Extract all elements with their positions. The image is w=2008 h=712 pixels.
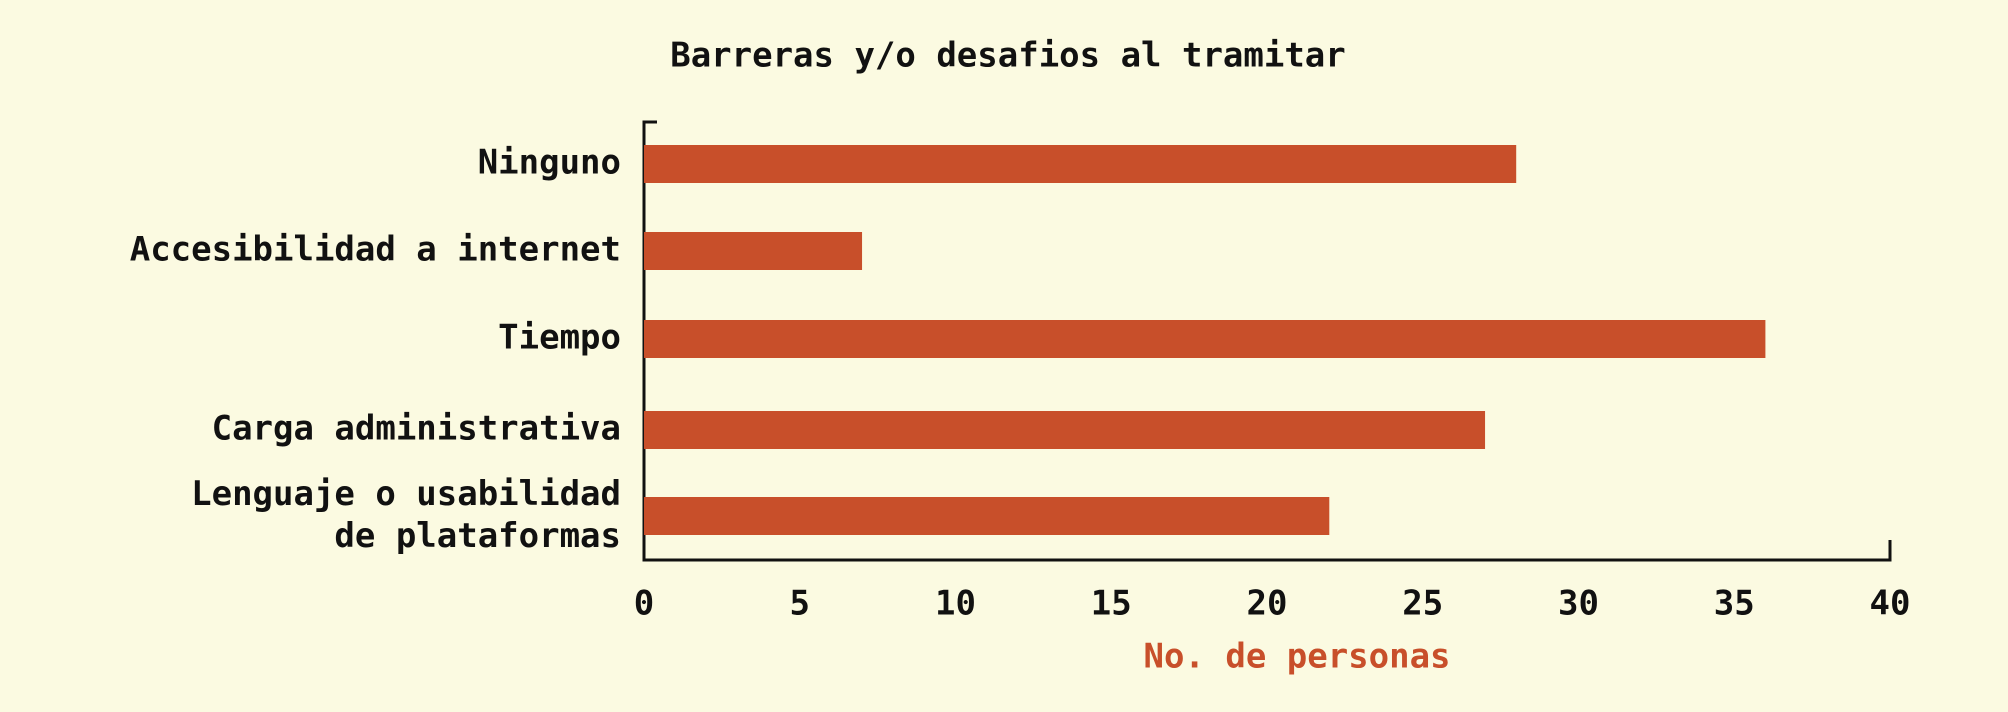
x-tick-label: 30 <box>1558 584 1599 624</box>
bar <box>644 320 1766 358</box>
axes <box>642 120 1892 562</box>
x-tick-label: 5 <box>790 584 810 624</box>
x-axis-label: No. de personas <box>1143 637 1450 677</box>
y-tick-label: Accesibilidad a internet <box>130 230 621 270</box>
bar <box>644 232 863 270</box>
y-tick-label: Ninguno <box>478 143 621 183</box>
chart-title: Barreras y/o desafios al tramitar <box>670 36 1346 76</box>
y-tick-label: Tiempo <box>498 318 621 358</box>
bar <box>644 411 1486 449</box>
x-tick-label: 35 <box>1714 584 1755 624</box>
x-tick-label: 20 <box>1247 584 1288 624</box>
x-tick-label: 25 <box>1402 584 1443 624</box>
x-tick-label: 40 <box>1870 584 1911 624</box>
bar <box>644 145 1517 183</box>
x-tick-label: 15 <box>1091 584 1132 624</box>
y-tick-label: Carga administrativa <box>212 409 621 449</box>
x-tick-label: 10 <box>935 584 976 624</box>
bar <box>644 497 1330 535</box>
y-tick-label: Lenguaje o usabilidad de plataformas <box>191 474 621 556</box>
x-tick-label: 0 <box>634 584 654 624</box>
